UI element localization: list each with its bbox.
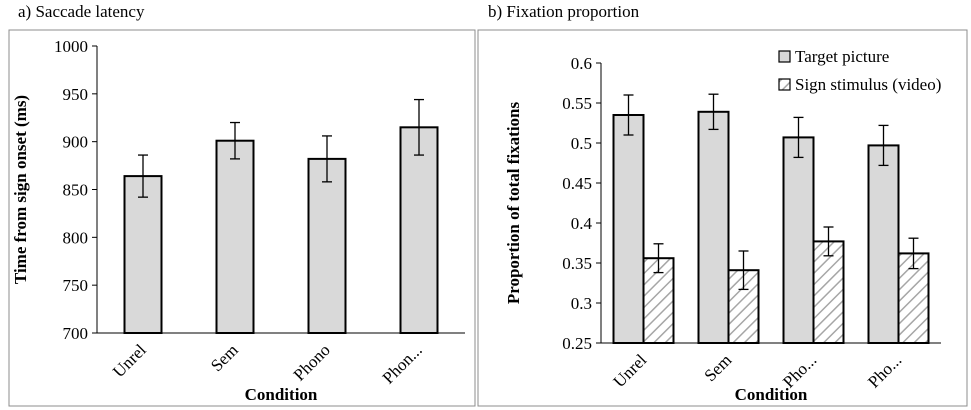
legend-label: Sign stimulus (video) xyxy=(795,75,941,94)
y-axis-title: Proportion of total fixations xyxy=(504,101,523,304)
bar xyxy=(307,157,347,334)
y-tick-label: 850 xyxy=(63,181,89,200)
panel-b-plot: 0.25 0.3 0.35 0.4 0.45 0.5 0.55 0.6 Unrel Sem Pho.… xyxy=(504,47,941,404)
x-tick-label: Phon... xyxy=(379,340,426,387)
y-tick-label: 0.25 xyxy=(562,334,592,353)
x-tick-label: Unrel xyxy=(109,340,150,381)
y-tick-label: 800 xyxy=(63,228,89,247)
y-tick-label: 950 xyxy=(63,85,89,104)
y-tick-label: 0.3 xyxy=(571,294,592,313)
y-axis-title: Time from sign onset (ms) xyxy=(11,95,30,284)
x-tick-label: Sem xyxy=(701,350,736,385)
y-tick-label: 0.6 xyxy=(571,54,592,73)
legend-swatch xyxy=(778,78,791,91)
x-tick-label: Phono xyxy=(290,340,334,384)
legend-swatch xyxy=(778,50,791,63)
x-tick-label: Pho... xyxy=(864,350,905,391)
bar xyxy=(612,114,645,344)
x-axis-title: Condition xyxy=(735,385,808,404)
y-tick-label: 0.35 xyxy=(562,254,592,273)
y-tick-label: 0.5 xyxy=(571,134,592,153)
panel-a-title: a) Saccade latency xyxy=(18,2,145,21)
bar xyxy=(123,175,163,334)
y-tick-label: 0.4 xyxy=(571,214,593,233)
bar xyxy=(697,110,730,344)
bar xyxy=(782,136,815,344)
x-axis-title: Condition xyxy=(245,385,318,404)
y-tick-label: 700 xyxy=(63,324,89,343)
y-tick-label: 0.45 xyxy=(562,174,592,193)
x-tick-label: Sem xyxy=(207,340,242,375)
panel-a-frame xyxy=(8,29,476,407)
y-tick-label: 750 xyxy=(63,276,89,295)
bar xyxy=(812,240,845,344)
panel-b-frame xyxy=(477,29,968,407)
x-tick-label: Unrel xyxy=(610,350,651,391)
bar xyxy=(215,139,255,334)
panel-b-title: b) Fixation proportion xyxy=(488,2,640,21)
y-tick-label: 1000 xyxy=(54,37,88,56)
y-tick-label: 0.55 xyxy=(562,94,592,113)
bar xyxy=(867,144,900,344)
panel-a-plot: 700 750 800 850 900 950 1000 Unrel Sem Phono Phon.… xyxy=(11,37,465,404)
bar xyxy=(399,126,439,334)
legend-label: Target picture xyxy=(795,47,889,66)
y-tick-label: 900 xyxy=(63,133,89,152)
